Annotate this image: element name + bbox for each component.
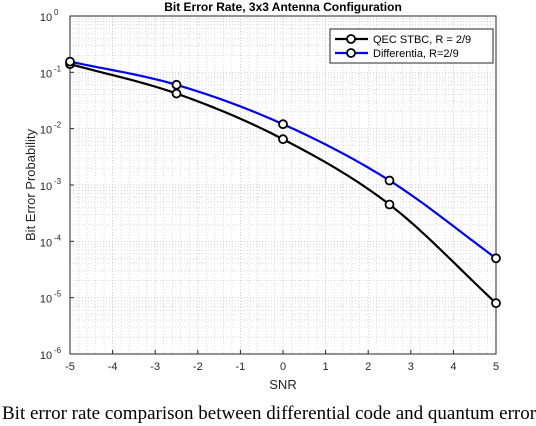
y-tick-exponent: -4 bbox=[54, 233, 62, 242]
data-point-1 bbox=[491, 298, 501, 309]
y-tick-exponent: -3 bbox=[54, 177, 62, 186]
x-tick-label: 5 bbox=[493, 361, 499, 373]
data-point-2 bbox=[384, 175, 395, 186]
x-tick-label: -1 bbox=[236, 361, 246, 373]
legend-marker bbox=[346, 48, 356, 58]
series-layer bbox=[65, 56, 501, 309]
y-tick-label: 10 bbox=[40, 68, 52, 80]
y-tick-exponent: -1 bbox=[54, 64, 62, 73]
data-point-2 bbox=[65, 56, 75, 67]
grid bbox=[69, 15, 497, 355]
data-point-1 bbox=[171, 88, 182, 99]
legend-label: Differentia, R=2/9 bbox=[373, 48, 459, 60]
y-tick-label: 10 bbox=[40, 237, 52, 249]
y-tick-label: 10 bbox=[40, 350, 52, 362]
x-tick-label: 3 bbox=[408, 361, 414, 373]
figure-caption: Bit error rate comparison between differ… bbox=[2, 403, 536, 424]
chart-title: Bit Error Rate, 3x3 Antenna Configuratio… bbox=[164, 0, 402, 14]
data-point-1 bbox=[278, 134, 288, 145]
x-tick-label: 4 bbox=[450, 361, 456, 373]
series-line-1 bbox=[69, 63, 497, 304]
x-tick-label: -4 bbox=[108, 361, 118, 373]
y-tick-exponent: -6 bbox=[54, 346, 62, 355]
legend-label: QEC STBC, R = 2/9 bbox=[373, 34, 471, 46]
y-tick-exponent: -5 bbox=[54, 290, 62, 299]
x-tick-label: 2 bbox=[365, 361, 371, 373]
x-axis-label: SNR bbox=[269, 377, 296, 392]
legend-box bbox=[329, 28, 494, 64]
legend-marker bbox=[346, 34, 356, 44]
y-tick-exponent: 0 bbox=[54, 8, 59, 17]
y-tick-exponent: -2 bbox=[54, 121, 62, 130]
x-tick-label: -5 bbox=[65, 361, 75, 373]
data-point-2 bbox=[278, 119, 288, 130]
y-tick-label: 10 bbox=[40, 181, 52, 193]
data-point-2 bbox=[171, 79, 182, 90]
y-tick-label: 10 bbox=[40, 12, 52, 24]
x-tick-label: 1 bbox=[323, 361, 329, 373]
legend: QEC STBC, R = 2/9 Differentia, R=2/9 bbox=[329, 28, 494, 64]
chart: -5 -4 -3 -2 -1 0 1 2 3 4 510 010 -110 -210 -310 -410 -51… bbox=[23, 0, 501, 392]
axis-ticks: -5 -4 -3 -2 -1 0 1 2 3 4 510 010 -110 -210 -310 -410 -51… bbox=[40, 8, 499, 373]
y-axis-label: Bit Error Probability bbox=[23, 129, 38, 241]
y-tick-label: 10 bbox=[40, 125, 52, 137]
data-point-1 bbox=[384, 199, 395, 210]
data-point-2 bbox=[491, 253, 501, 264]
x-tick-label: -2 bbox=[193, 361, 203, 373]
y-tick-label: 10 bbox=[40, 294, 52, 306]
x-tick-label: -3 bbox=[150, 361, 160, 373]
x-tick-label: 0 bbox=[280, 361, 286, 373]
